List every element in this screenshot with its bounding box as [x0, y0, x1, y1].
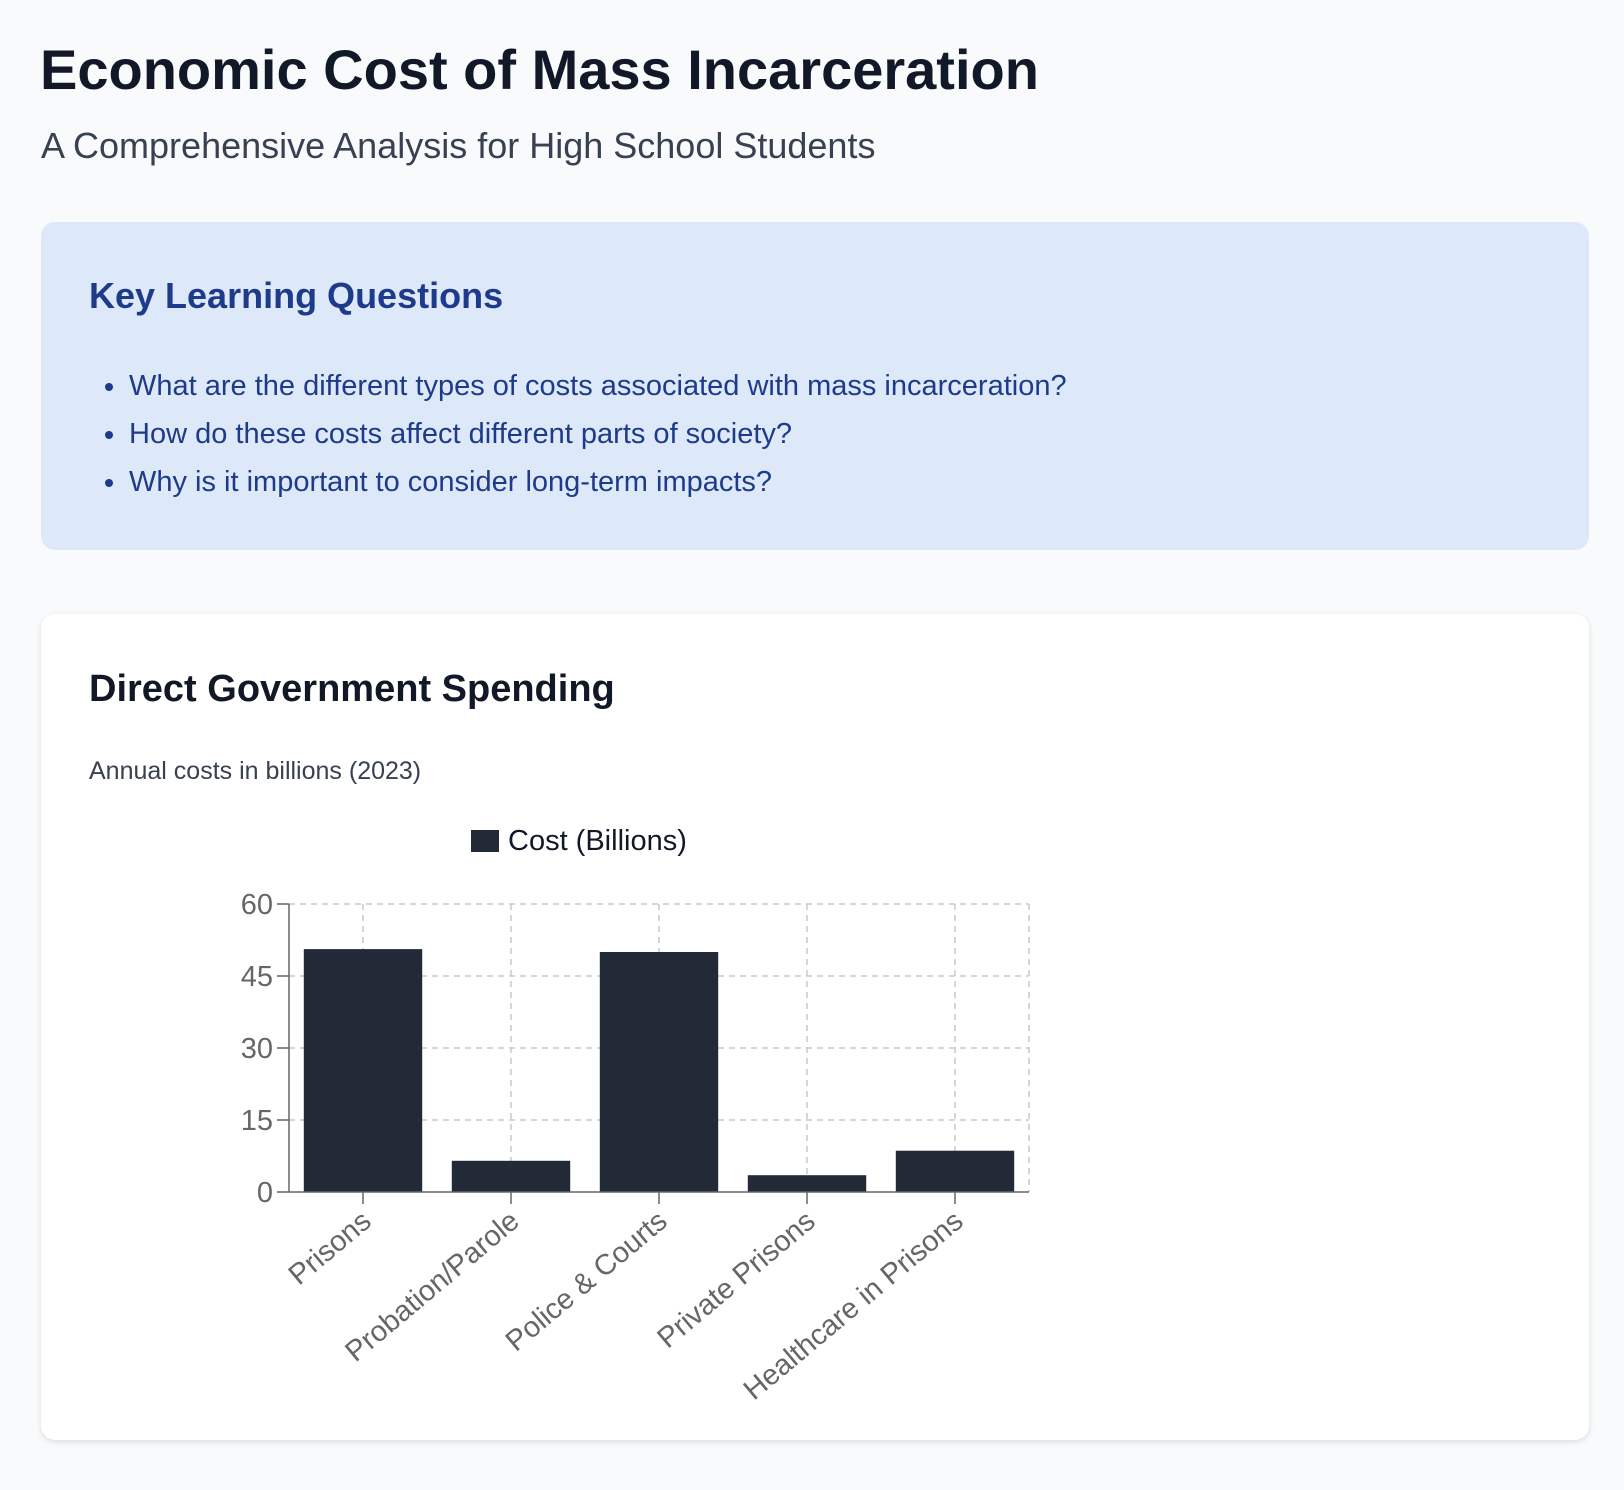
- question-item: What are the different types of costs as…: [89, 362, 1067, 410]
- chart-legend: Cost (Billions): [471, 825, 687, 857]
- chart-card: Direct Government Spending Annual costs …: [41, 614, 1589, 1440]
- question-item: How do these costs affect different part…: [89, 410, 1067, 458]
- page-subtitle: A Comprehensive Analysis for High School…: [41, 125, 876, 166]
- chart-section-title: Direct Government Spending: [89, 668, 615, 710]
- x-tick-label: Prisons: [283, 1205, 378, 1292]
- bar: [895, 1150, 1015, 1192]
- y-tick-label: 15: [241, 1105, 273, 1137]
- y-tick-label: 60: [241, 889, 273, 921]
- y-tick-label: 0: [257, 1177, 273, 1209]
- y-tick-label: 30: [241, 1033, 273, 1065]
- key-questions-list: What are the different types of costs as…: [89, 362, 1067, 506]
- y-tick-label: 45: [241, 961, 273, 993]
- key-questions-panel: Key Learning Questions What are the diff…: [41, 222, 1589, 550]
- page-title: Economic Cost of Mass Incarceration: [40, 38, 1039, 101]
- question-item: Why is it important to consider long-ter…: [89, 458, 1067, 506]
- bar: [451, 1160, 571, 1192]
- legend-swatch: [471, 830, 499, 852]
- key-questions-title: Key Learning Questions: [89, 275, 504, 316]
- chart-bars: [303, 949, 1015, 1192]
- x-tick-label: Police & Courts: [500, 1205, 674, 1358]
- bar: [303, 949, 423, 1192]
- legend-label: Cost (Billions): [508, 825, 687, 857]
- chart-section-subtitle: Annual costs in billions (2023): [89, 757, 422, 785]
- bar: [599, 952, 719, 1192]
- bar: [747, 1175, 867, 1192]
